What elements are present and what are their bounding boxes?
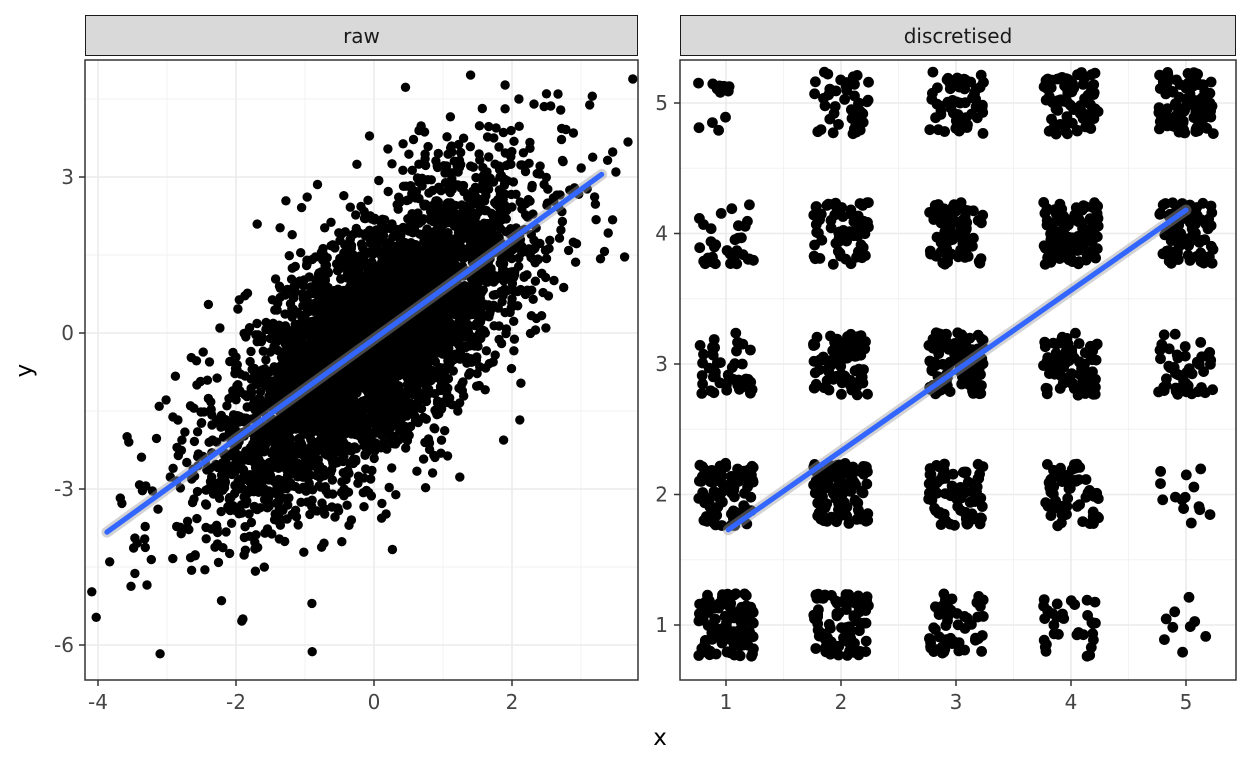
x-tick-label-discretised: 3	[950, 690, 963, 714]
x-tick-label-discretised: 2	[835, 690, 848, 714]
y-tick-label-discretised: 3	[655, 352, 668, 376]
x-tick-label-raw: -2	[226, 690, 246, 714]
axis-ticks-discretised: 1 2 3 4 5 5 4 3 2 1	[655, 91, 1192, 714]
y-tick-label-raw: 3	[61, 165, 74, 189]
regression-line-discretised	[725, 207, 1189, 533]
facet-strip-discretised: discretised	[680, 15, 1236, 56]
x-tick-label-raw: 2	[506, 690, 519, 714]
y-tick-label-discretised: 5	[655, 91, 668, 115]
x-axis-title: x	[653, 725, 667, 751]
x-tick-label-raw: -4	[88, 690, 108, 714]
panel-border-raw	[84, 59, 639, 681]
x-tick-label-discretised: 1	[720, 690, 733, 714]
facet-strip-raw-label: raw	[343, 23, 380, 48]
axis-ticks-raw: -4 -2 0 2 3 0 -3 -6	[54, 165, 518, 714]
facet-strip-discretised-label: discretised	[903, 23, 1013, 48]
regression-line-raw	[104, 171, 605, 535]
panel-border-discretised	[679, 59, 1237, 681]
y-tick-label-raw: -3	[54, 477, 74, 501]
x-tick-label-discretised: 4	[1065, 690, 1078, 714]
y-tick-label-discretised: 1	[655, 613, 668, 637]
y-tick-label-raw: 0	[61, 321, 74, 345]
y-tick-label-discretised: 2	[655, 483, 668, 507]
y-axis-title: y	[11, 363, 38, 378]
facet-strip-raw: raw	[85, 15, 638, 56]
y-tick-label-raw: -6	[54, 633, 74, 657]
x-tick-label-discretised: 5	[1180, 690, 1193, 714]
y-tick-label-discretised: 4	[655, 222, 668, 246]
x-tick-label-raw: 0	[368, 690, 381, 714]
